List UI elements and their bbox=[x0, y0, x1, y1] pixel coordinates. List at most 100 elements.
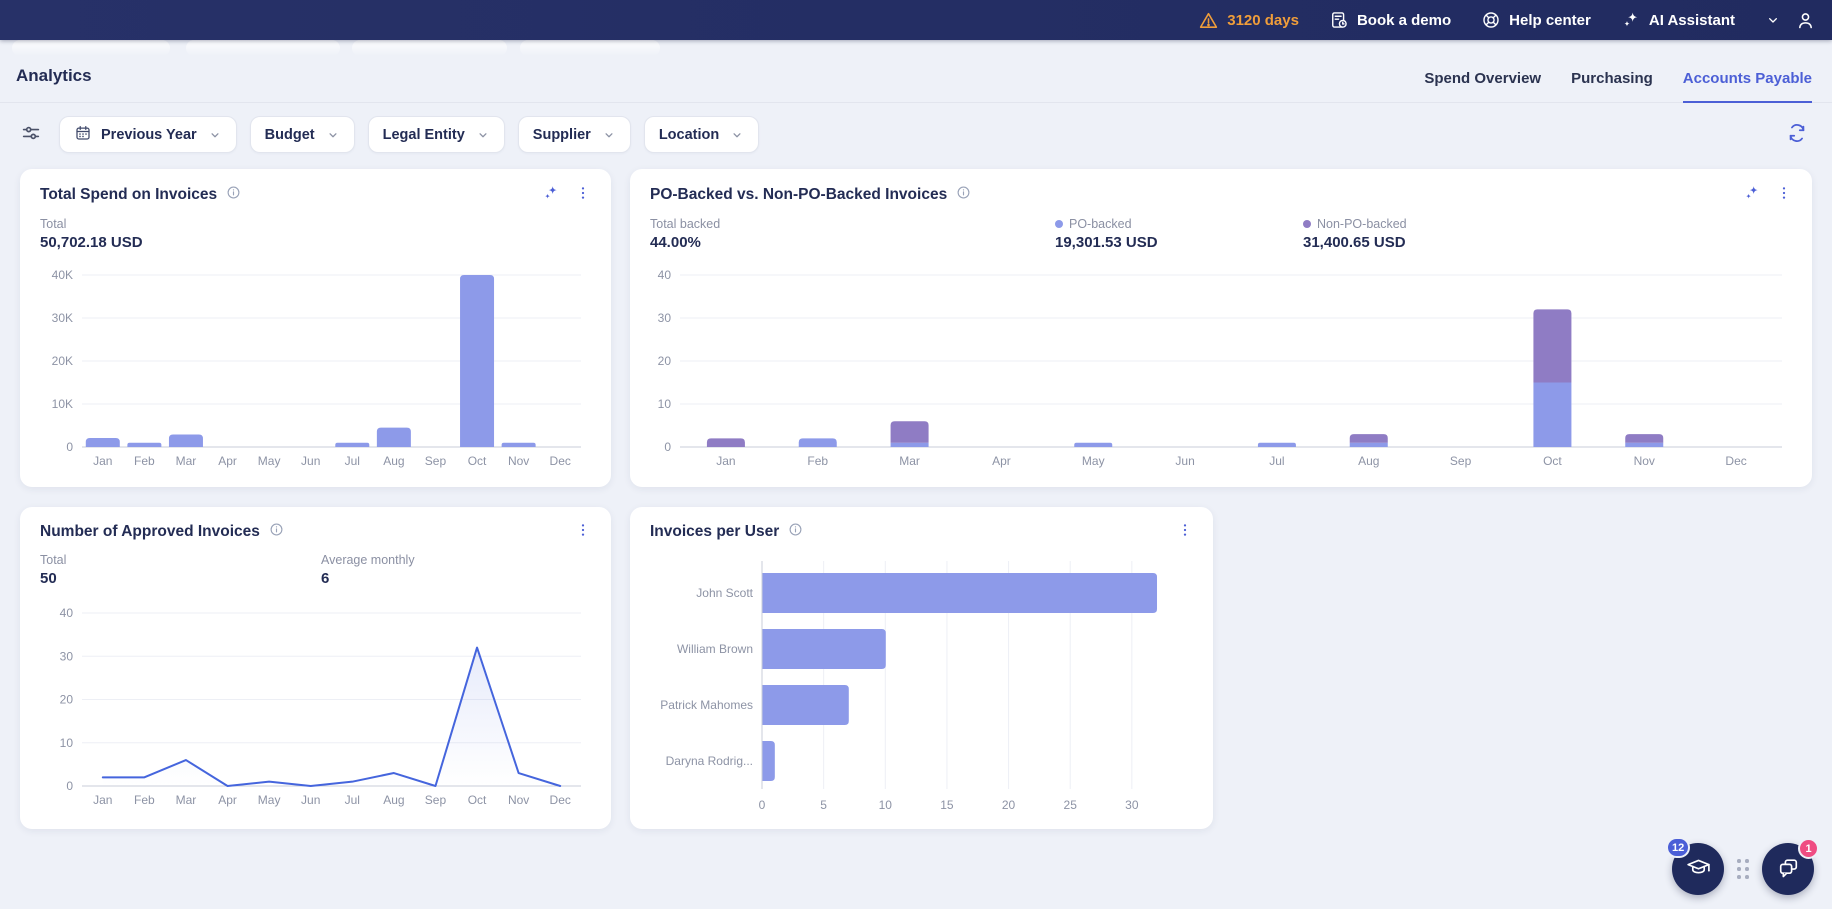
svg-text:40: 40 bbox=[658, 268, 672, 282]
svg-text:May: May bbox=[258, 454, 281, 468]
ghost-card bbox=[352, 40, 507, 56]
svg-text:Jan: Jan bbox=[716, 454, 735, 468]
po-backed-dot bbox=[1055, 220, 1063, 228]
approved-invoices-card: Number of Approved Invoices Total 50 bbox=[20, 507, 611, 829]
svg-text:30K: 30K bbox=[52, 311, 73, 325]
tab-purchasing[interactable]: Purchasing bbox=[1571, 70, 1653, 87]
ghost-card bbox=[520, 40, 660, 56]
approved-total-label: Total bbox=[40, 553, 67, 567]
chat-button[interactable]: 1 bbox=[1762, 838, 1819, 895]
total-backed-label: Total backed bbox=[650, 217, 721, 231]
svg-text:Nov: Nov bbox=[508, 454, 529, 468]
chevron-down-icon[interactable] bbox=[1765, 12, 1781, 28]
svg-text:25: 25 bbox=[1064, 798, 1078, 812]
svg-text:Jun: Jun bbox=[301, 793, 320, 807]
kebab-menu-icon[interactable] bbox=[1776, 185, 1792, 206]
svg-text:Feb: Feb bbox=[134, 793, 155, 807]
svg-text:Aug: Aug bbox=[383, 454, 404, 468]
svg-text:10: 10 bbox=[658, 397, 672, 411]
svg-text:10: 10 bbox=[879, 798, 893, 812]
svg-text:Dec: Dec bbox=[550, 454, 571, 468]
approved-avg-label: Average monthly bbox=[321, 553, 415, 567]
page-title: Analytics bbox=[16, 66, 92, 85]
total-spend-chart: 0 10K 20K 30K 40K Jan Feb Mar Apr May Jun Jul Aug Sep… bbox=[40, 261, 591, 481]
svg-text:0: 0 bbox=[66, 440, 73, 454]
svg-text:Feb: Feb bbox=[134, 454, 155, 468]
svg-text:30: 30 bbox=[60, 649, 74, 663]
approved-invoices-chart: 0 10 20 30 40 Jan Feb Mar Apr May Jun Jul Aug Sep Oct N… bbox=[40, 597, 591, 820]
location-filter[interactable]: Location bbox=[643, 116, 760, 153]
svg-text:Daryna Rodrig...: Daryna Rodrig... bbox=[666, 754, 753, 768]
book-demo-label: Book a demo bbox=[1356, 11, 1452, 29]
svg-text:Apr: Apr bbox=[218, 454, 237, 468]
svg-text:Patrick Mahomes: Patrick Mahomes bbox=[660, 698, 753, 712]
info-icon[interactable] bbox=[787, 521, 804, 543]
location-filter-label: Location bbox=[658, 126, 720, 143]
book-demo-button[interactable]: Book a demo bbox=[1329, 10, 1451, 30]
po-backed-amount: 19,301.53 USD bbox=[1055, 234, 1158, 251]
svg-text:30: 30 bbox=[1125, 798, 1139, 812]
ai-sparkle-icon[interactable] bbox=[542, 183, 561, 207]
supplier-filter[interactable]: Supplier bbox=[517, 116, 631, 153]
total-spend-title: Total Spend on Invoices bbox=[40, 186, 218, 203]
svg-text:Apr: Apr bbox=[992, 454, 1011, 468]
svg-text:20: 20 bbox=[60, 693, 74, 707]
trial-warning[interactable]: 3120 days bbox=[1198, 10, 1299, 31]
svg-text:Jul: Jul bbox=[345, 793, 360, 807]
invoices-per-user-title: Invoices per User bbox=[650, 523, 780, 540]
user-icon[interactable] bbox=[1795, 10, 1816, 31]
filter-settings-button[interactable] bbox=[16, 118, 46, 151]
widget-drag-handle[interactable] bbox=[1737, 859, 1749, 879]
svg-text:Oct: Oct bbox=[468, 454, 487, 468]
help-center-button[interactable]: Help center bbox=[1481, 10, 1591, 30]
svg-text:Jul: Jul bbox=[345, 454, 360, 468]
page-header: Analytics Spend Overview Purchasing Acco… bbox=[0, 66, 1832, 103]
total-spend-stat-label: Total bbox=[40, 217, 67, 231]
ai-assistant-button[interactable]: AI Assistant bbox=[1621, 10, 1735, 30]
legend-po-backed: PO-backed bbox=[1055, 217, 1303, 231]
chevron-down-icon bbox=[479, 132, 487, 137]
svg-text:Jan: Jan bbox=[93, 454, 112, 468]
ghost-card bbox=[12, 40, 170, 56]
chat-bubbles-icon bbox=[1775, 854, 1802, 884]
po-backed-title: PO-Backed vs. Non-PO-Backed Invoices bbox=[650, 186, 948, 203]
info-icon[interactable] bbox=[268, 521, 285, 543]
legal-entity-filter[interactable]: Legal Entity bbox=[367, 116, 505, 153]
approved-invoices-title: Number of Approved Invoices bbox=[40, 523, 260, 540]
info-icon[interactable] bbox=[225, 184, 242, 206]
calendar-icon bbox=[74, 124, 92, 146]
svg-text:0: 0 bbox=[664, 440, 671, 454]
legal-entity-filter-label: Legal Entity bbox=[382, 126, 465, 143]
svg-text:Jun: Jun bbox=[301, 454, 320, 468]
svg-text:May: May bbox=[258, 793, 281, 807]
trial-warning-label: 3120 days bbox=[1227, 11, 1299, 29]
tab-spend-overview[interactable]: Spend Overview bbox=[1424, 70, 1542, 87]
kebab-menu-icon[interactable] bbox=[575, 185, 591, 206]
period-filter-label: Previous Year bbox=[101, 126, 197, 143]
svg-text:30: 30 bbox=[658, 311, 672, 325]
total-spend-stat-value: 50,702.18 USD bbox=[40, 234, 143, 251]
svg-text:William Brown: William Brown bbox=[677, 642, 753, 656]
kebab-menu-icon[interactable] bbox=[575, 522, 591, 543]
budget-filter[interactable]: Budget bbox=[249, 116, 355, 153]
learning-center-button[interactable]: 12 bbox=[1666, 837, 1724, 895]
po-backed-chart: 0 10 20 30 40 Jan Feb Mar Apr May Jun Jul Aug Sep Oct N… bbox=[650, 261, 1792, 481]
po-backed-card: PO-Backed vs. Non-PO-Backed Invoices bbox=[630, 169, 1812, 487]
svg-text:Mar: Mar bbox=[176, 454, 197, 468]
svg-text:Aug: Aug bbox=[383, 793, 404, 807]
svg-text:0: 0 bbox=[759, 798, 766, 812]
ai-sparkle-icon[interactable] bbox=[1743, 183, 1762, 207]
kebab-menu-icon[interactable] bbox=[1177, 522, 1193, 543]
tab-accounts-payable[interactable]: Accounts Payable bbox=[1682, 70, 1812, 103]
refresh-button[interactable] bbox=[1782, 118, 1812, 151]
svg-text:John Scott: John Scott bbox=[696, 586, 753, 600]
top-navbar: 3120 days Book a demo Help center AI Ass… bbox=[0, 0, 1832, 40]
approved-avg-value: 6 bbox=[321, 570, 330, 587]
graduation-cap-icon bbox=[1685, 854, 1712, 884]
invoices-per-user-card: Invoices per User 0 5 10 15 20 25 30 John Scott… bbox=[630, 507, 1213, 829]
lifebuoy-icon bbox=[1481, 10, 1501, 30]
period-filter[interactable]: Previous Year bbox=[59, 116, 237, 153]
budget-filter-label: Budget bbox=[264, 126, 315, 143]
chevron-down-icon bbox=[733, 132, 741, 137]
info-icon[interactable] bbox=[955, 184, 972, 206]
